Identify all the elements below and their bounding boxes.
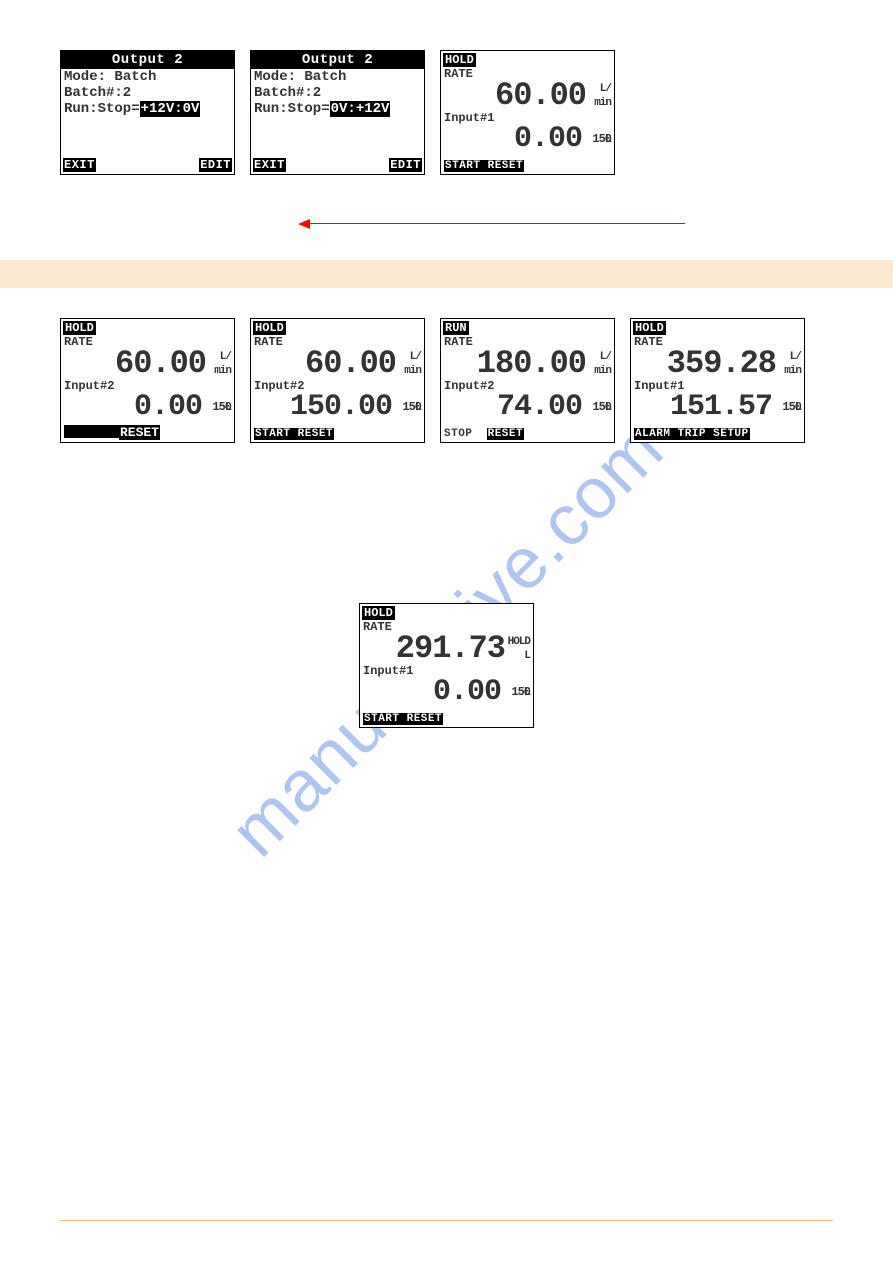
- total-value: 0.00 150 L: [441, 125, 614, 153]
- rate-number: 359.28: [667, 345, 776, 382]
- total-number: 74.00: [497, 390, 582, 424]
- total-number: 151.57: [670, 390, 772, 424]
- status-badge: RUN: [443, 321, 469, 335]
- lcd-output2-b: Output 2 Mode: Batch Batch#:2 Run:Stop=0…: [250, 50, 425, 175]
- rate-unit-top: L/: [220, 352, 231, 363]
- blank-key: [64, 425, 119, 438]
- rate-unit-bot: min: [594, 366, 611, 377]
- exit-button[interactable]: EXIT: [63, 158, 96, 172]
- total-value: 151.57 150 L: [631, 393, 804, 421]
- screen-row-3: HOLD RATE 291.73 HOLD L Input#1 0.00 150…: [60, 603, 833, 728]
- rate-value: 291.73 HOLD L: [360, 634, 533, 664]
- rate-value: 60.00 L/ min: [61, 349, 234, 379]
- total-unit: L: [225, 393, 231, 421]
- alarm-trip-setup-button[interactable]: ALARM TRIP SETUP: [634, 428, 750, 440]
- rate-unit-top: L/: [790, 352, 801, 363]
- rate-unit-bot: min: [594, 98, 611, 109]
- lcd-output2-a: Output 2 Mode: Batch Batch#:2 Run:Stop=+…: [60, 50, 235, 175]
- mode-line: Mode: Batch: [251, 69, 424, 85]
- lcd-title: Output 2: [61, 51, 234, 69]
- total-value: 74.00 150 L: [441, 393, 614, 421]
- rate-value: 60.00 L/ min: [441, 81, 614, 111]
- rate-number: 60.00: [305, 345, 396, 382]
- total-value: 150.00 150 L: [251, 393, 424, 421]
- total-number: 150.00: [290, 390, 392, 424]
- screen-row-1: Output 2 Mode: Batch Batch#:2 Run:Stop=+…: [60, 50, 833, 175]
- start-reset-button[interactable]: START RESET: [444, 160, 524, 172]
- rate-value: 359.28 L/ min: [631, 349, 804, 379]
- start-reset-button[interactable]: START RESET: [254, 428, 334, 440]
- start-reset-button[interactable]: START RESET: [363, 713, 443, 725]
- rate-value: 180.00 L/ min: [441, 349, 614, 379]
- arrow-head-icon: [298, 219, 310, 229]
- screen-row-2: HOLD RATE 60.00 L/ min Input#2 0.00 150 …: [60, 318, 833, 443]
- arrow-line: [305, 223, 685, 224]
- rate-number: 180.00: [477, 345, 586, 382]
- stop-button[interactable]: STOP: [444, 428, 472, 440]
- status-badge: HOLD: [362, 606, 395, 620]
- rate-unit-top: L/: [410, 352, 421, 363]
- total-unit: L: [795, 393, 801, 421]
- total-value: 0.00 150 L: [61, 393, 234, 421]
- rate-unit-top: L/: [600, 352, 611, 363]
- lcd-rate-2a: HOLD RATE 60.00 L/ min Input#2 0.00 150 …: [60, 318, 235, 443]
- total-value: 0.00 150 L: [360, 678, 533, 706]
- batch-line: Batch#:2: [251, 85, 424, 101]
- runstop-value: 0V:+12V: [330, 101, 391, 117]
- rate-number: 60.00: [495, 77, 586, 114]
- lcd-rate-2c: RUN RATE 180.00 L/ min Input#2 74.00 150…: [440, 318, 615, 443]
- edit-button[interactable]: EDIT: [389, 158, 422, 172]
- batch-line: Batch#:2: [61, 85, 234, 101]
- arrow-annotation: [60, 205, 833, 250]
- runstop-line: Run:Stop=0V:+12V: [251, 101, 424, 117]
- lcd-rate-1: HOLD RATE 60.00 L/ min Input#1 0.00 150 …: [440, 50, 615, 175]
- lcd-title: Output 2: [251, 51, 424, 69]
- rate-value: 60.00 L/ min: [251, 349, 424, 379]
- rate-unit-bot: L: [524, 651, 530, 662]
- status-badge: HOLD: [633, 321, 666, 335]
- rate-unit-bot: min: [214, 366, 231, 377]
- rate-unit-top: L/: [600, 84, 611, 95]
- rate-unit-top: HOLD: [508, 637, 530, 648]
- edit-button[interactable]: EDIT: [199, 158, 232, 172]
- total-unit: L: [605, 393, 611, 421]
- page-content: Output 2 Mode: Batch Batch#:2 Run:Stop=+…: [0, 0, 893, 788]
- mode-line: Mode: Batch: [61, 69, 234, 85]
- total-number: 0.00: [433, 675, 501, 709]
- rate-unit-bot: min: [784, 366, 801, 377]
- runstop-prefix: Run:Stop=: [254, 101, 330, 117]
- total-number: 0.00: [134, 390, 202, 424]
- total-unit: L: [524, 678, 530, 706]
- rate-number: 291.73: [396, 630, 505, 667]
- total-unit: L: [415, 393, 421, 421]
- reset-button[interactable]: RESET: [119, 425, 160, 440]
- status-badge: HOLD: [253, 321, 286, 335]
- status-badge: HOLD: [63, 321, 96, 335]
- rate-unit-bot: min: [404, 366, 421, 377]
- runstop-line: Run:Stop=+12V:0V: [61, 101, 234, 117]
- lcd-rate-2d: HOLD RATE 359.28 L/ min Input#1 151.57 1…: [630, 318, 805, 443]
- status-badge: HOLD: [443, 53, 476, 67]
- total-unit: L: [605, 125, 611, 153]
- exit-button[interactable]: EXIT: [253, 158, 286, 172]
- runstop-value: +12V:0V: [140, 101, 201, 117]
- runstop-prefix: Run:Stop=: [64, 101, 140, 117]
- reset-button[interactable]: RESET: [487, 428, 525, 440]
- total-number: 0.00: [514, 122, 582, 156]
- lcd-rate-3: HOLD RATE 291.73 HOLD L Input#1 0.00 150…: [359, 603, 534, 728]
- section-divider-bar: [0, 260, 893, 288]
- lcd-rate-2b: HOLD RATE 60.00 L/ min Input#2 150.00 15…: [250, 318, 425, 443]
- footer-rule: [60, 1220, 833, 1221]
- rate-number: 60.00: [115, 345, 206, 382]
